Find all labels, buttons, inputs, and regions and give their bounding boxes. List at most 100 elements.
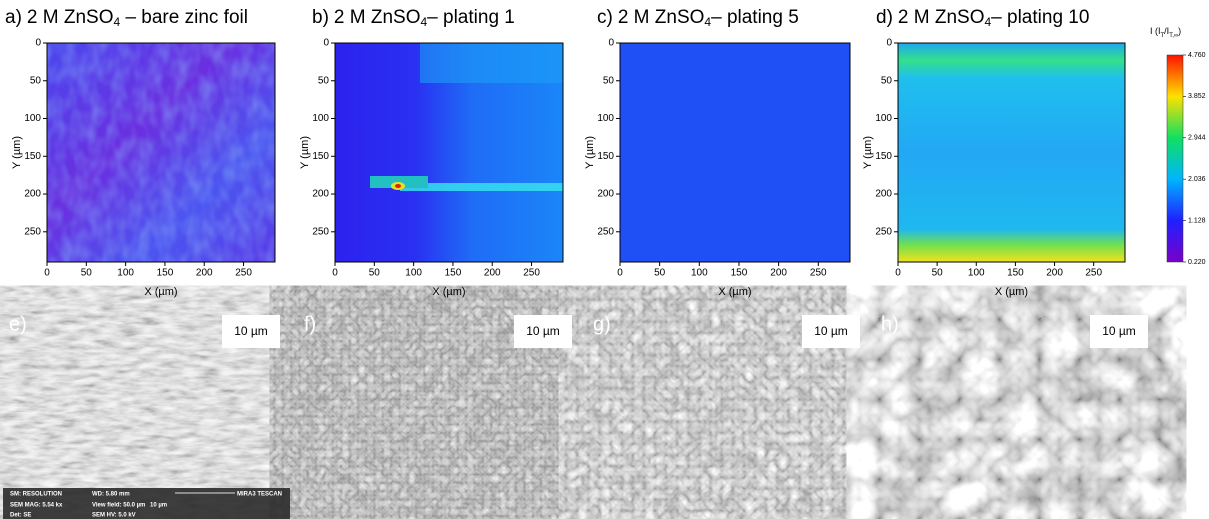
y-tick-label: 250 xyxy=(875,226,892,237)
heatmap-b-streak xyxy=(400,183,563,191)
title-text: – plating 10 xyxy=(991,7,1089,28)
axes-frame xyxy=(897,42,1126,263)
x-tick-label: 0 xyxy=(44,268,50,279)
axes-frame xyxy=(46,42,276,263)
axes-frame xyxy=(619,42,851,263)
y-tick-label: 200 xyxy=(875,189,892,200)
y-tick-label: 250 xyxy=(24,226,41,237)
sem-info-text: SM: RESOLUTION xyxy=(10,492,62,498)
x-tick-label: 150 xyxy=(445,268,462,279)
heatmap-a-texture xyxy=(47,43,275,262)
y-tick-label: 50 xyxy=(603,75,615,86)
x-tick-label: 50 xyxy=(81,268,93,279)
heatmaps xyxy=(47,43,1184,263)
y-axis-label: Y (µm) xyxy=(299,136,311,169)
y-tick-label: 250 xyxy=(312,226,329,237)
x-tick-label: 150 xyxy=(731,268,748,279)
x-tick-label: 200 xyxy=(1046,268,1063,279)
y-tick-label: 100 xyxy=(597,113,614,124)
panel-label: b) xyxy=(312,7,329,28)
title-text: 2 M ZnSO xyxy=(898,7,985,28)
panel-title: a) 2 M ZnSO4 – bare zinc foil xyxy=(5,7,248,29)
scale-label: 10 µm xyxy=(526,324,560,338)
colorbar xyxy=(1166,54,1184,263)
x-tick-label: 150 xyxy=(157,268,174,279)
colorbar-label-text: ) xyxy=(1178,26,1181,36)
sem-info-text: SEM HV: 5.0 kV xyxy=(92,513,136,519)
x-tick-label: 50 xyxy=(654,268,666,279)
title-subscript: 4 xyxy=(704,15,711,29)
y-axis-label: Y (µm) xyxy=(11,136,23,169)
colorbar-tick-label: 3.852 xyxy=(1188,93,1206,100)
y-tick-label: 200 xyxy=(597,189,614,200)
x-tick-label: 250 xyxy=(1085,268,1102,279)
title-text: – plating 5 xyxy=(711,7,799,28)
title-text: 2 M ZnSO xyxy=(334,7,421,28)
heatmap-c xyxy=(620,43,850,262)
x-tick-label: 50 xyxy=(932,268,944,279)
y-tick-label: 50 xyxy=(30,75,42,86)
scale-box xyxy=(222,315,280,348)
title-subscript: 4 xyxy=(984,15,991,29)
sem-info-bar xyxy=(3,488,290,519)
x-axis-label: X (µm) xyxy=(432,286,465,298)
y-tick-label: 0 xyxy=(886,38,892,49)
heatmap-b-region xyxy=(420,43,563,83)
panel-title: d) 2 M ZnSO4– plating 10 xyxy=(876,7,1089,29)
colorbar-label-text: /I xyxy=(1164,26,1169,36)
y-axis-label: Y (µm) xyxy=(862,136,874,169)
sem-info-text: MIRA3 TESCAN xyxy=(237,492,282,498)
x-tick-label: 250 xyxy=(523,268,540,279)
sem-panel-label: f) xyxy=(304,313,316,335)
y-tick-label: 200 xyxy=(24,189,41,200)
title-text: – plating 1 xyxy=(427,7,515,28)
y-tick-label: 150 xyxy=(312,151,329,162)
x-tick-label: 0 xyxy=(895,268,901,279)
y-tick-label: 150 xyxy=(597,151,614,162)
x-tick-label: 200 xyxy=(484,268,501,279)
colorbar-label: I (IT/IT,∞) xyxy=(1150,26,1181,38)
x-tick-label: 150 xyxy=(1007,268,1024,279)
heatmap-b-hotspot xyxy=(370,176,428,188)
colorbar-label-subscript: T xyxy=(1161,33,1165,39)
colorbar-tick-label: 1.128 xyxy=(1188,217,1206,224)
sem-panel-label: g) xyxy=(593,313,611,335)
panel-label: c) xyxy=(597,7,613,28)
x-tick-label: 100 xyxy=(691,268,708,279)
y-tick-label: 200 xyxy=(312,189,329,200)
scale-box xyxy=(802,315,860,348)
panel-label: d) xyxy=(876,7,893,28)
sem-info-text: SEM MAG: 5.54 kx xyxy=(10,503,63,509)
x-tick-label: 50 xyxy=(369,268,381,279)
y-tick-label: 100 xyxy=(312,113,329,124)
x-tick-label: 0 xyxy=(617,268,623,279)
x-tick-label: 200 xyxy=(196,268,213,279)
sem-info-text: 10 µm xyxy=(150,503,167,509)
scale-box xyxy=(514,315,572,348)
x-axis-label: X (µm) xyxy=(718,286,751,298)
x-tick-label: 100 xyxy=(117,268,134,279)
sem-images xyxy=(3,307,1158,519)
colorbar-tick-label: 2.036 xyxy=(1188,176,1206,183)
y-tick-label: 50 xyxy=(318,75,330,86)
title-subscript: 4 xyxy=(420,15,427,29)
scale-box xyxy=(1090,315,1148,348)
axes-frame xyxy=(334,42,564,263)
heatmap-b-peak-core xyxy=(395,184,401,188)
y-tick-label: 0 xyxy=(35,38,41,49)
colorbar-label-subscript: T,∞ xyxy=(1169,33,1178,39)
y-tick-label: 100 xyxy=(875,113,892,124)
title-text: 2 M ZnSO xyxy=(27,7,114,28)
x-tick-label: 200 xyxy=(770,268,787,279)
sem-panel-label: h) xyxy=(881,313,899,335)
colorbar-tick-label: 2.944 xyxy=(1188,135,1206,142)
y-tick-label: 0 xyxy=(323,38,329,49)
panel-title: c) 2 M ZnSO4– plating 5 xyxy=(597,7,799,29)
sem-info-text: View field: 50.0 µm xyxy=(92,503,145,509)
scale-label: 10 µm xyxy=(814,324,848,338)
y-axis-label: Y (µm) xyxy=(584,136,596,169)
title-text: 2 M ZnSO xyxy=(618,7,705,28)
scale-label: 10 µm xyxy=(1102,324,1136,338)
panel-label: a) xyxy=(5,7,22,28)
